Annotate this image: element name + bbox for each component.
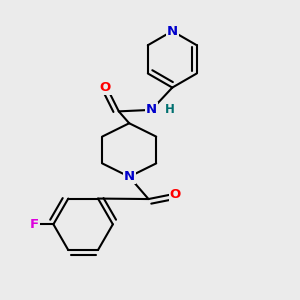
Text: F: F — [30, 218, 39, 231]
Text: N: N — [124, 170, 135, 183]
Text: N: N — [167, 25, 178, 38]
Text: H: H — [164, 103, 174, 116]
Text: N: N — [146, 103, 157, 116]
Text: O: O — [100, 81, 111, 94]
Text: O: O — [169, 188, 181, 201]
